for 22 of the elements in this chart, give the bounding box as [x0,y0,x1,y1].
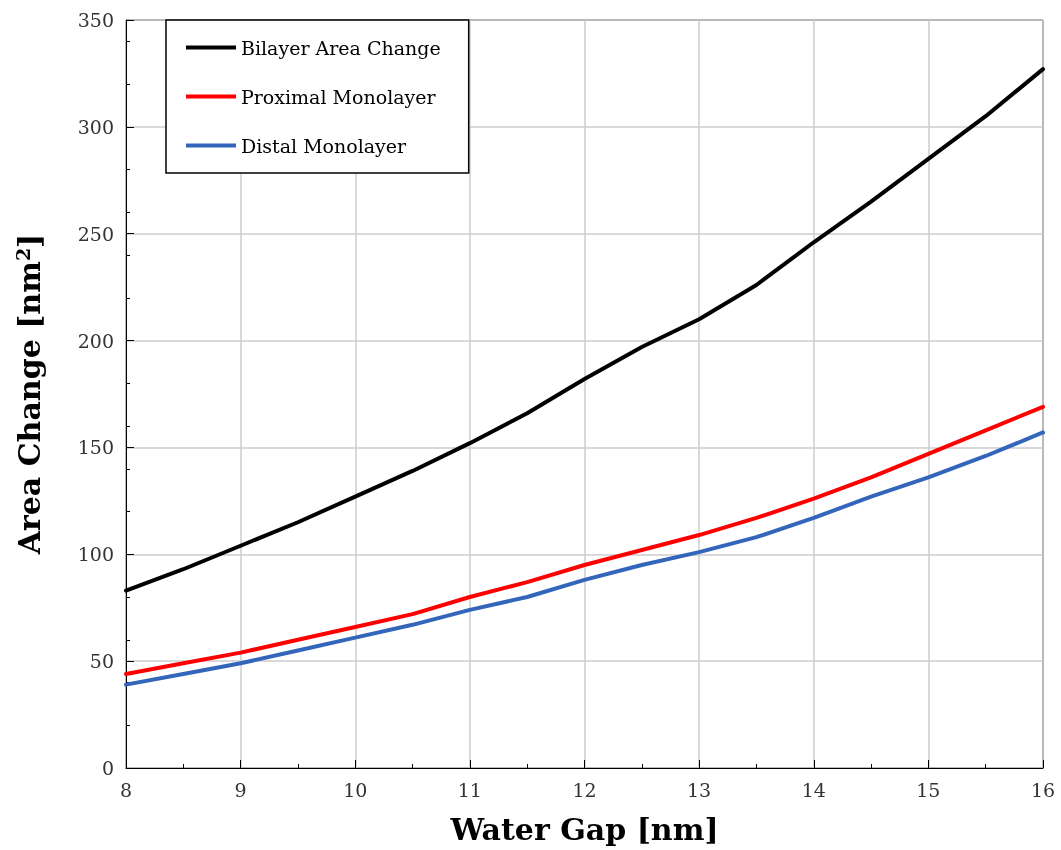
y-tick-label: 0 [101,757,114,779]
y-tick-label: 150 [77,436,114,459]
y-tick-label: 350 [77,9,114,31]
y-tick-label: 250 [77,222,114,245]
x-tick-label: 10 [343,778,368,801]
x-tick-label: 15 [916,778,941,801]
x-axis-title: Water Gap [nm] [449,811,719,847]
legend-label: Bilayer Area Change [241,36,441,59]
x-tick-label: 14 [801,778,826,801]
x-tick-label: 8 [119,778,133,801]
legend-label: Proximal Monolayer [241,85,437,108]
y-tick-label: 100 [77,543,114,566]
x-tick-label: 12 [572,778,597,801]
x-tick-label: 11 [457,778,482,801]
y-tick-label: 300 [77,115,114,138]
legend-label: Distal Monolayer [241,134,408,157]
x-tick-label: 13 [687,778,712,801]
y-tick-label: 200 [77,329,114,352]
y-tick-label: 50 [89,650,114,673]
x-tick-label: 9 [234,778,247,801]
y-axis-title: Area Change [nm2] [11,233,47,556]
x-tick-label: 16 [1030,778,1056,801]
